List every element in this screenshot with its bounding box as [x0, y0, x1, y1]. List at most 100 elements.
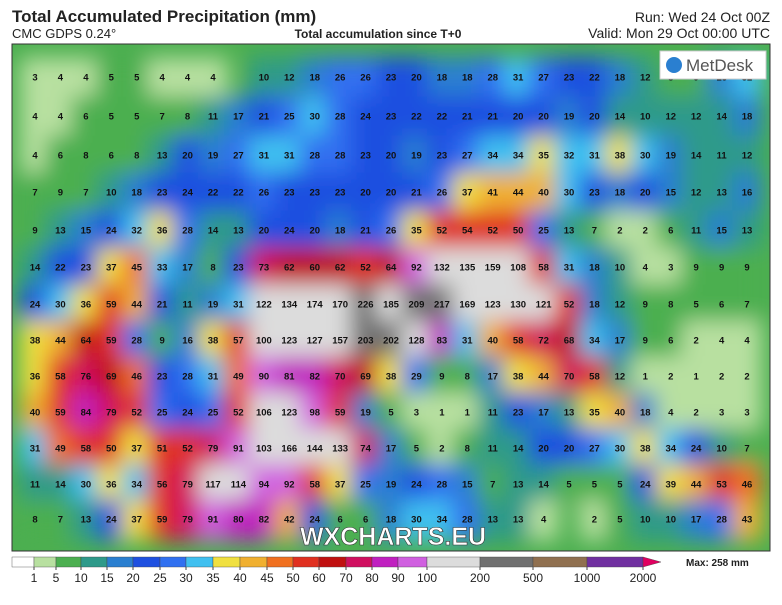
- field-cell: [249, 57, 279, 99]
- field-cell: [554, 210, 584, 252]
- value-label: 20: [360, 188, 371, 199]
- value-label: 73: [259, 263, 270, 274]
- value-label: 58: [55, 372, 66, 383]
- field-cell: [300, 464, 330, 506]
- logo: MetDesk: [686, 56, 754, 75]
- field-cell: [681, 356, 711, 398]
- value-label: 79: [208, 444, 219, 455]
- value-label: 14: [30, 263, 41, 274]
- value-label: 7: [32, 188, 37, 199]
- field-cell: [630, 392, 661, 434]
- field-cell: [274, 210, 305, 252]
- value-label: 13: [716, 188, 727, 199]
- value-label: 4: [210, 73, 216, 84]
- value-label: 19: [564, 112, 575, 123]
- value-label: 20: [538, 444, 549, 455]
- value-label: 52: [182, 444, 193, 455]
- value-label: 37: [131, 444, 142, 455]
- field-cell: [122, 499, 152, 541]
- value-label: 51: [157, 444, 168, 455]
- field-cell: [401, 247, 432, 289]
- field-cell: [122, 172, 152, 214]
- field-cell: [528, 428, 559, 470]
- value-label: 10: [716, 444, 727, 455]
- field-cell: [249, 356, 279, 398]
- field-cell: [579, 464, 610, 506]
- value-label: 38: [640, 444, 651, 455]
- field-cell: [732, 464, 762, 506]
- field-cell: [630, 57, 661, 99]
- colorbar-segment: [266, 556, 294, 568]
- field-cell: [732, 499, 762, 541]
- field-cell: [376, 499, 406, 541]
- value-label: 18: [335, 226, 346, 237]
- field-cell: [198, 135, 228, 177]
- value-label: 28: [335, 112, 346, 123]
- field-cell: [172, 210, 203, 252]
- value-label: 13: [513, 515, 524, 526]
- field-cell: [249, 210, 279, 252]
- field-cell: [656, 499, 686, 541]
- value-label: 18: [615, 73, 626, 84]
- value-label: 64: [81, 336, 92, 347]
- field-cell: [147, 320, 177, 362]
- value-label: 121: [536, 300, 553, 311]
- field-cell: [96, 392, 127, 434]
- field-cell: [706, 96, 737, 138]
- value-label: 18: [615, 188, 626, 199]
- field-cell: [45, 428, 76, 470]
- field-cell: [681, 392, 711, 434]
- map: 3 4 4 5 5 4 4 4 10 12 18 26 26 23 20 18 18 28 31 27 23 22 18 12…: [12, 44, 770, 551]
- field-cell: [656, 284, 686, 326]
- value-label: 14: [538, 480, 549, 491]
- colorbar-tick-label: 5: [53, 571, 60, 585]
- value-label: 14: [55, 480, 66, 491]
- field-cell: [350, 172, 381, 214]
- field-cell: [579, 96, 610, 138]
- field-cell: [45, 135, 76, 177]
- value-label: 6: [83, 112, 88, 123]
- value-label: 50: [106, 444, 117, 455]
- value-label: 8: [465, 372, 470, 383]
- value-label: 4: [643, 263, 649, 274]
- field-cell: [71, 464, 101, 506]
- value-label: 23: [513, 408, 524, 419]
- value-label: 130: [510, 300, 526, 311]
- value-label: 15: [81, 226, 92, 237]
- field-cell: [274, 135, 305, 177]
- value-label: 26: [259, 188, 270, 199]
- field-cell: [528, 96, 559, 138]
- field-cell: [325, 428, 355, 470]
- value-label: 18: [309, 73, 320, 84]
- value-label: 62: [284, 263, 295, 274]
- field-cell: [274, 392, 305, 434]
- value-label: 44: [131, 300, 142, 311]
- field-cell: [630, 499, 661, 541]
- value-label: 185: [383, 300, 400, 311]
- value-label: 14: [691, 151, 702, 162]
- field-cell: [122, 464, 152, 506]
- value-label: 20: [386, 151, 397, 162]
- field-cell: [706, 392, 737, 434]
- value-label: 4: [83, 73, 89, 84]
- field-cell: [376, 428, 406, 470]
- value-label: 91: [233, 444, 244, 455]
- colorbar-tick-label: 60: [312, 571, 326, 585]
- field-cell: [656, 356, 686, 398]
- value-label: 79: [182, 480, 193, 491]
- value-label: 10: [640, 112, 651, 123]
- field-cell: [656, 96, 686, 138]
- value-label: 35: [411, 226, 422, 237]
- field-cell: [122, 210, 152, 252]
- value-label: 17: [615, 336, 626, 347]
- value-label: 4: [32, 151, 38, 162]
- value-label: 72: [538, 336, 549, 347]
- field-cell: [427, 428, 457, 470]
- field-cell: [96, 96, 127, 138]
- field-cell: [122, 135, 152, 177]
- field-cell: [122, 392, 152, 434]
- field-cell: [478, 96, 508, 138]
- value-label: 24: [691, 444, 702, 455]
- field-cell: [478, 135, 508, 177]
- value-label: 24: [284, 226, 295, 237]
